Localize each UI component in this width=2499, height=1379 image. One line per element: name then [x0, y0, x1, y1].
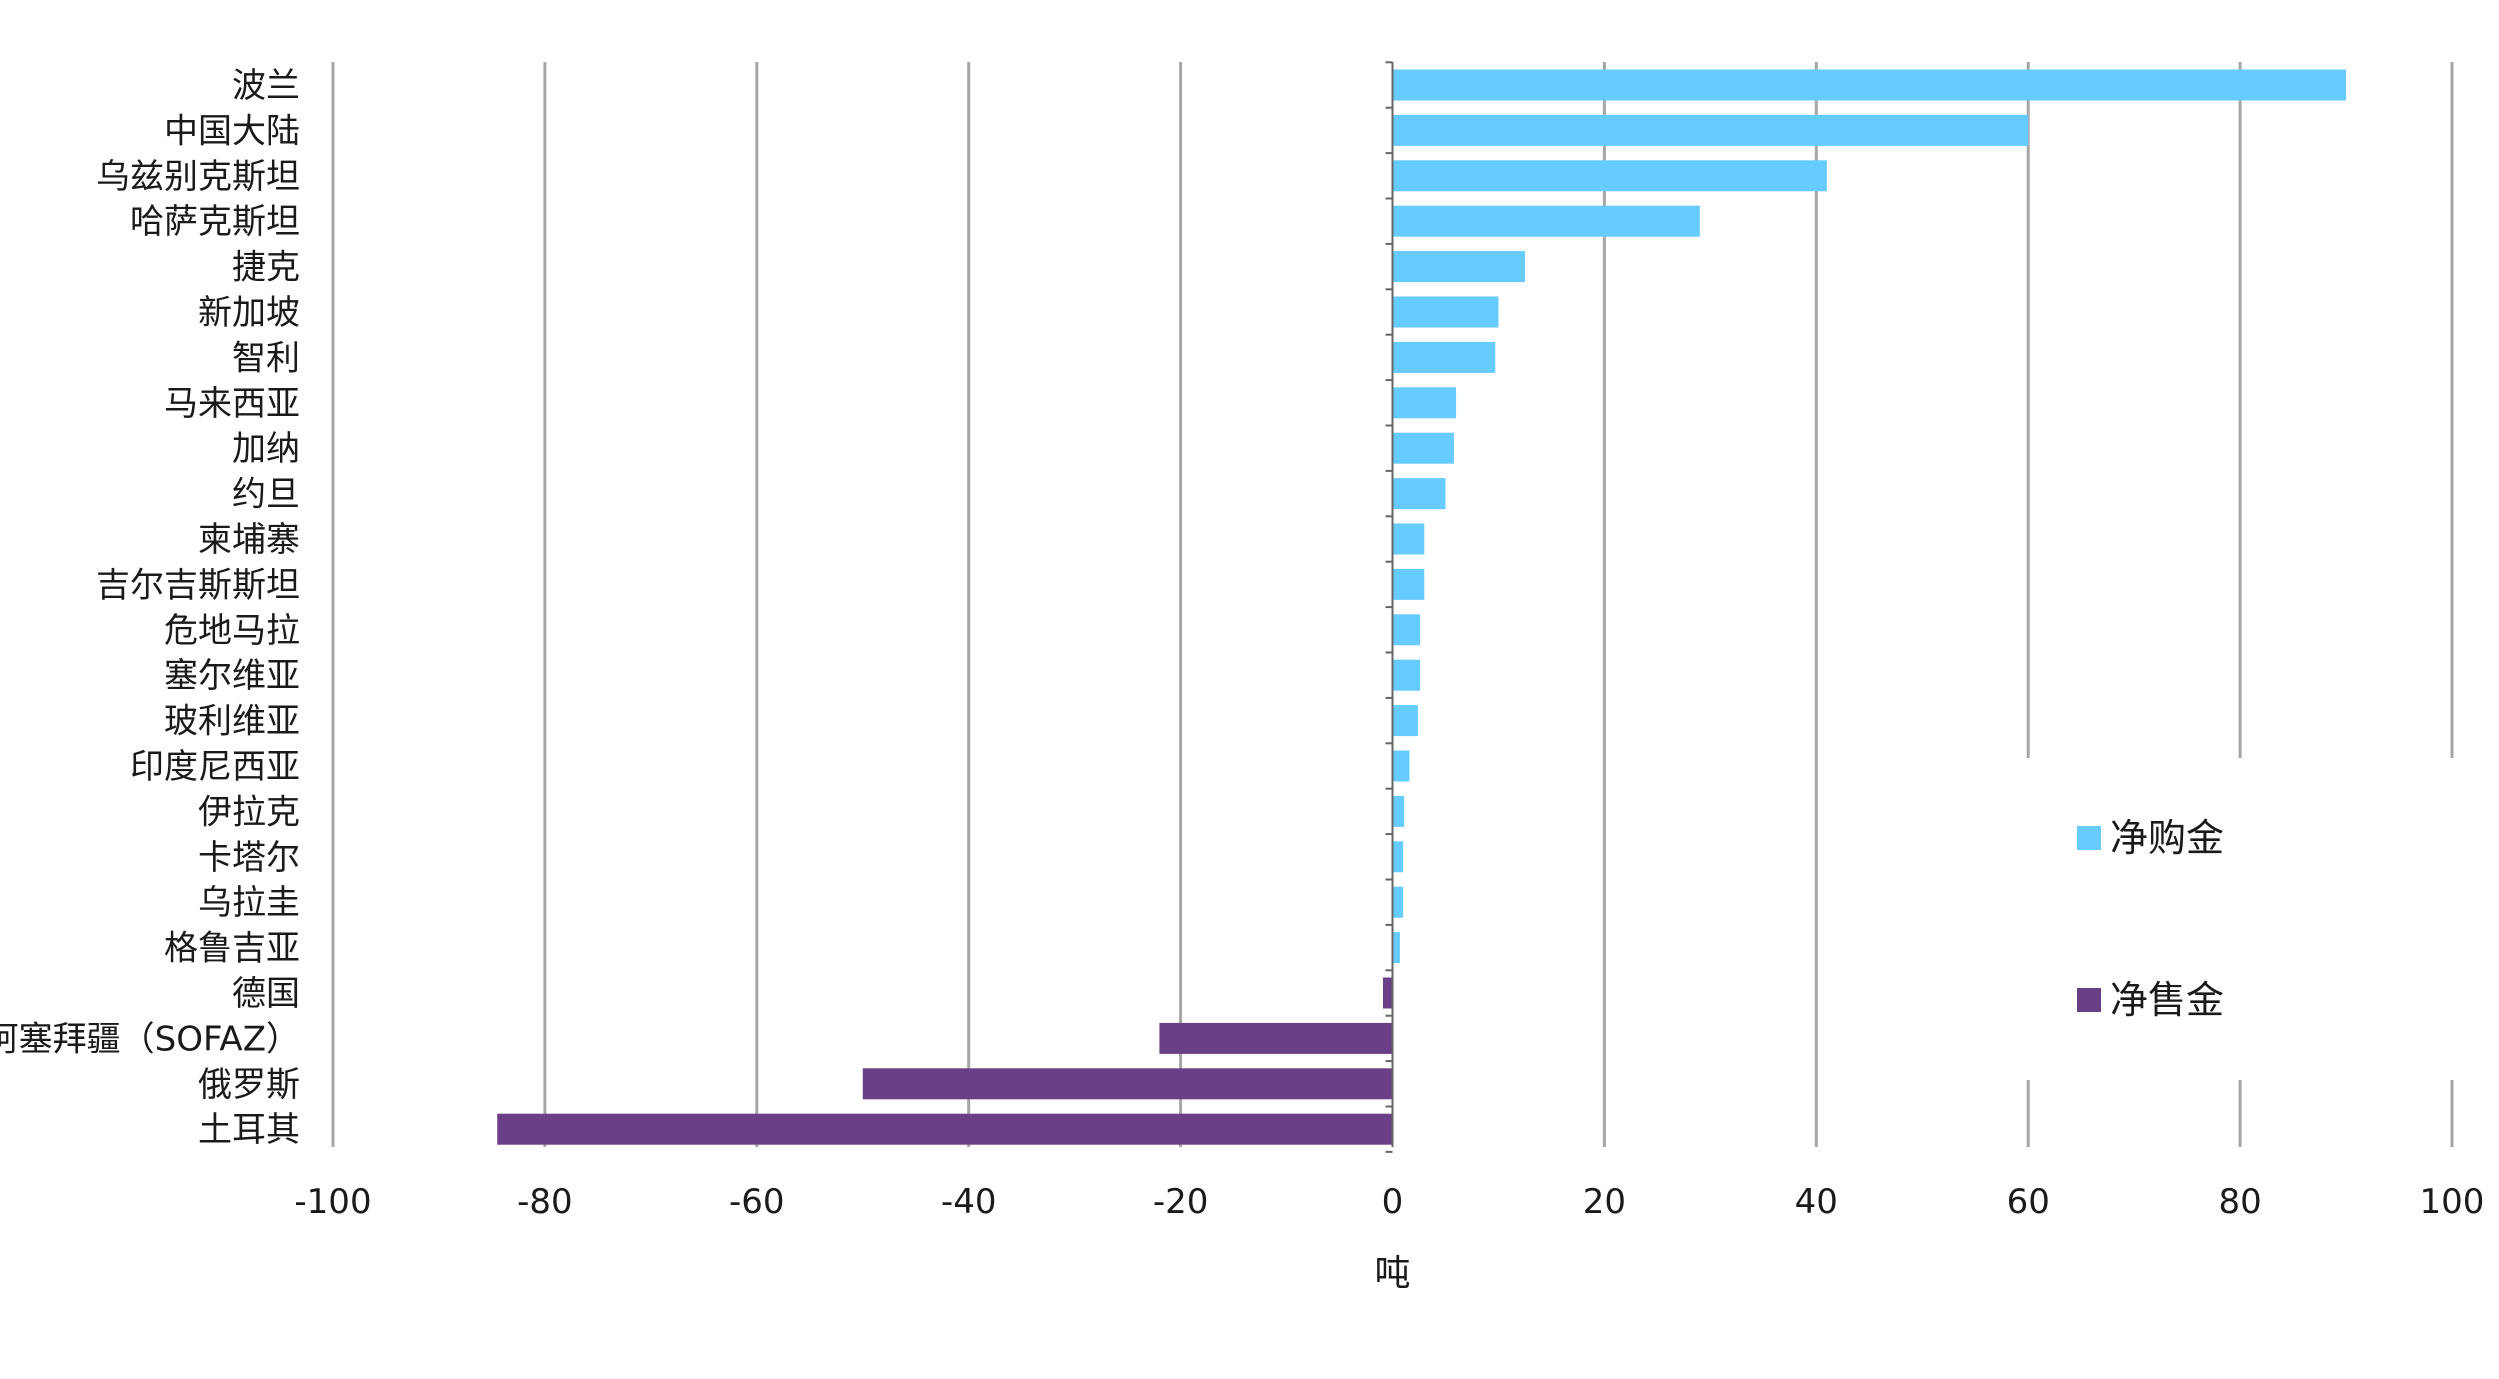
bar — [1392, 69, 2347, 101]
legend-swatch — [2077, 988, 2101, 1012]
bar — [1392, 886, 1404, 918]
category-label: 吉尔吉斯斯坦 — [96, 565, 300, 605]
category-label: 阿塞拜疆（SOFAZ） — [0, 1019, 300, 1059]
category-label: 马来西亚 — [164, 384, 300, 424]
bar — [862, 1068, 1393, 1100]
category-label: 土耳其 — [198, 1110, 300, 1150]
x-tick-label: -20 — [1153, 1182, 1209, 1222]
category-label: 约旦 — [232, 475, 300, 515]
bar — [1392, 932, 1400, 964]
category-label: 塞尔维亚 — [164, 656, 300, 696]
bar — [1392, 478, 1446, 510]
bar — [1392, 614, 1421, 646]
legend-label: 净售金 — [2110, 978, 2224, 1022]
bar — [1382, 977, 1393, 1009]
category-label: 德国 — [232, 974, 300, 1014]
category-label: 俄罗斯 — [198, 1065, 300, 1105]
bar — [1392, 251, 1525, 283]
category-label: 哈萨克斯坦 — [130, 202, 300, 242]
bar — [1392, 659, 1421, 691]
bar — [1392, 341, 1496, 373]
x-tick-label: 40 — [1795, 1182, 1838, 1222]
x-tick-label: -80 — [517, 1182, 573, 1222]
legend-label: 净购金 — [2110, 816, 2224, 860]
category-label: 智利 — [232, 338, 300, 378]
bar — [1392, 160, 1827, 192]
category-label: 波兰 — [232, 66, 300, 106]
bar — [1392, 432, 1454, 464]
bars — [497, 69, 2347, 1145]
x-tick-label: -60 — [729, 1182, 785, 1222]
bar — [1392, 387, 1457, 419]
labels: 波兰中国大陆乌兹别克斯坦哈萨克斯坦捷克新加坡智利马来西亚加纳约旦柬埔寨吉尔吉斯斯… — [0, 66, 2484, 1294]
category-label: 捷克 — [232, 248, 300, 288]
x-tick-label: 20 — [1583, 1182, 1626, 1222]
category-label: 格鲁吉亚 — [164, 929, 300, 969]
legend-swatch — [2077, 826, 2101, 850]
bar — [1392, 114, 2029, 146]
category-label: 印度尼西亚 — [130, 747, 300, 787]
bar — [1392, 841, 1404, 873]
bar — [1392, 750, 1410, 782]
category-label: 危地马拉 — [164, 611, 300, 651]
x-tick-label: 100 — [2420, 1182, 2485, 1222]
category-label: 新加坡 — [198, 293, 300, 333]
bar — [1392, 795, 1405, 827]
bar — [1159, 1022, 1393, 1054]
bar — [497, 1113, 1393, 1145]
grid-lines — [331, 62, 2454, 1147]
x-tick-label: -40 — [941, 1182, 997, 1222]
bar — [1392, 523, 1425, 555]
x-axis-title: 吨 — [1374, 1253, 1410, 1294]
category-label: 玻利维亚 — [164, 702, 300, 742]
bar — [1392, 296, 1499, 328]
x-tick-label: -100 — [294, 1182, 371, 1222]
bar — [1392, 568, 1425, 600]
category-label: 乌兹别克斯坦 — [96, 157, 300, 197]
category-label: 加纳 — [232, 429, 300, 469]
category-label: 伊拉克 — [198, 792, 300, 832]
category-label: 柬埔寨 — [198, 520, 300, 560]
axes — [1385, 61, 1394, 1153]
x-tick-label: 0 — [1382, 1182, 1404, 1222]
category-label: 中国大陆 — [164, 111, 300, 151]
category-label: 乌拉圭 — [198, 883, 300, 923]
bar — [1392, 705, 1418, 737]
x-tick-label: 80 — [2218, 1182, 2261, 1222]
bar — [1392, 205, 1700, 237]
category-label: 卡塔尔 — [198, 838, 300, 878]
x-tick-label: 60 — [2007, 1182, 2050, 1222]
